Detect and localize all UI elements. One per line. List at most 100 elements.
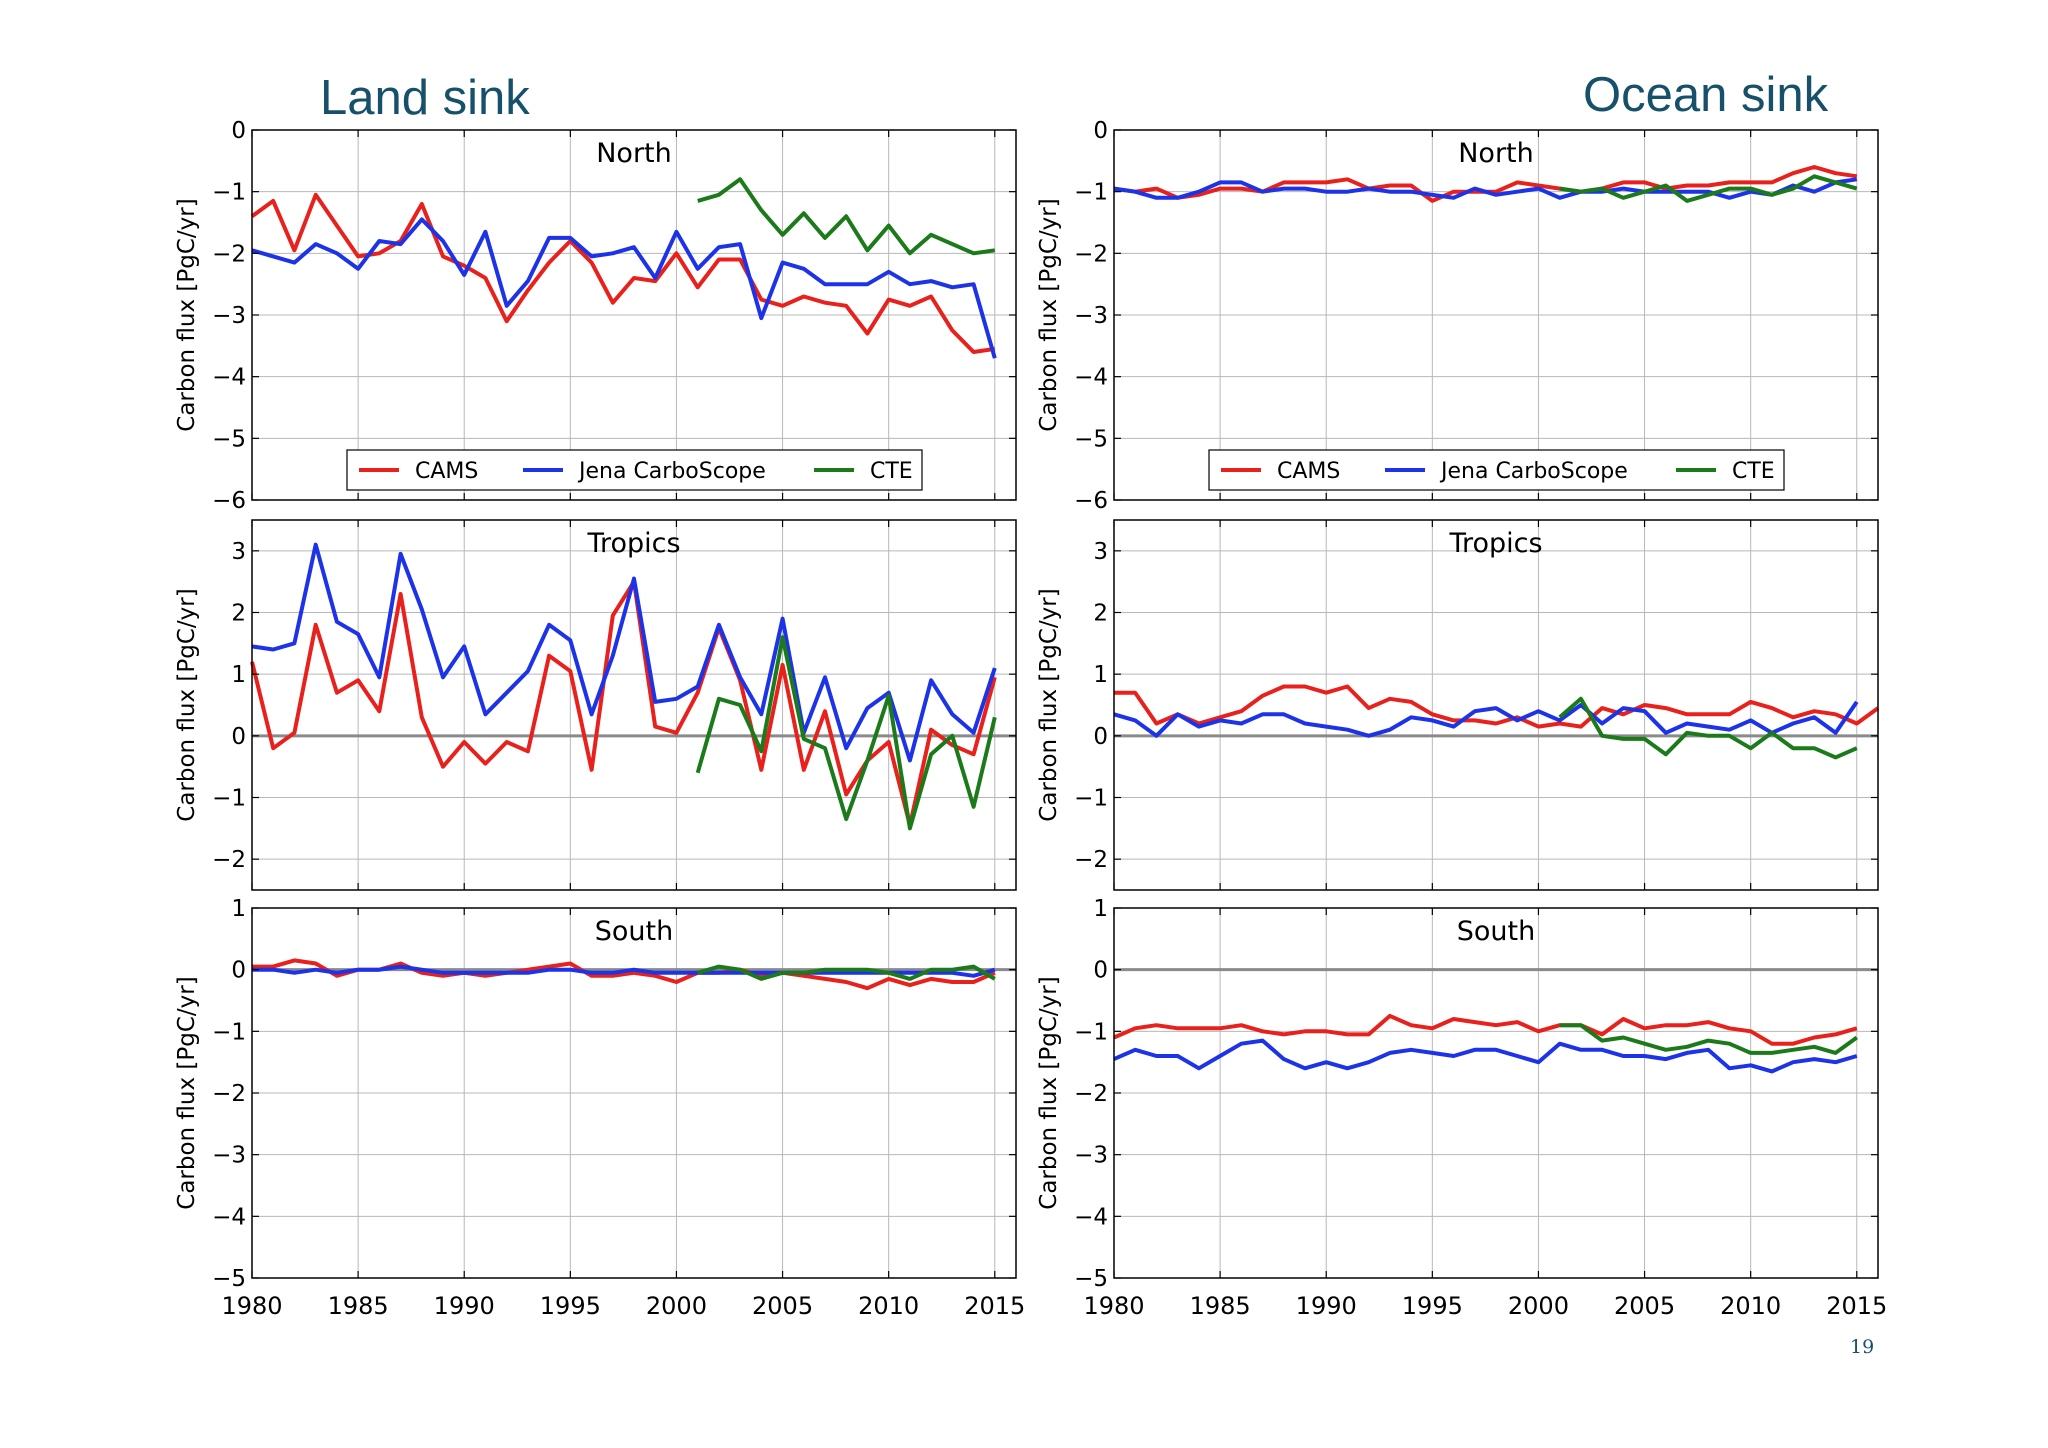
legend: CAMS Jena CarboScope CTE	[346, 449, 923, 491]
x-tick-label: 1990	[1296, 1292, 1357, 1320]
series-line-jena-carboscope	[251, 542, 997, 763]
y-tick-label: −1	[1074, 1019, 1108, 1045]
series-line-cte	[697, 177, 996, 256]
y-tick-label: 1	[1093, 896, 1108, 922]
y-tick-label: −3	[212, 1143, 246, 1169]
legend-label: Jena CarboScope	[577, 459, 766, 484]
x-tick-label: 2005	[1614, 1292, 1675, 1320]
y-tick-label: 0	[231, 958, 246, 984]
y-tick-label: −2	[212, 241, 246, 267]
y-tick-label: 1	[231, 896, 246, 922]
panel-title: North	[596, 138, 672, 169]
series-line-cte	[695, 635, 997, 831]
x-tick-label: 2000	[1508, 1292, 1569, 1320]
series-line-cams	[1114, 684, 1880, 729]
panel-title: Tropics	[1448, 528, 1542, 559]
y-tick-label: −4	[1074, 1204, 1108, 1230]
y-tick-label: −2	[212, 847, 246, 873]
series-line-cte	[697, 964, 996, 981]
series-line-cams	[1113, 1013, 1858, 1046]
y-tick-label: 1	[1093, 662, 1108, 688]
y-tick-label: −4	[212, 365, 246, 391]
y-tick-label: −4	[1074, 365, 1108, 391]
y-axis-label: Carbon flux [PgC/yr]	[174, 976, 200, 1209]
legend-label: CAMS	[1277, 459, 1340, 484]
series-line-cte	[1559, 174, 1858, 203]
plot-frame	[1113, 519, 1879, 891]
y-tick-label: 0	[1093, 118, 1108, 144]
land-sink-heading: Land sink	[320, 71, 530, 125]
y-tick-label: 3	[1093, 539, 1108, 565]
x-tick-label: 2015	[1826, 1292, 1887, 1320]
series-line-jena-carboscope	[1113, 700, 1859, 738]
plot-area	[252, 520, 1016, 890]
y-axis-label: Carbon flux [PgC/yr]	[1036, 198, 1062, 431]
y-axis-label: Carbon flux [PgC/yr]	[174, 588, 200, 821]
panel-title: South	[595, 916, 673, 947]
y-tick-label: 1	[231, 662, 246, 688]
series-line-jena-carboscope	[1113, 1038, 1858, 1074]
panel-title: Tropics	[586, 528, 680, 559]
y-tick-label: −5	[212, 1266, 246, 1292]
x-tick-label: 1985	[1190, 1292, 1251, 1320]
y-tick-label: −1	[1074, 180, 1108, 206]
legend: CAMS Jena CarboScope CTE	[1208, 449, 1785, 491]
x-tick-label: 2010	[1720, 1292, 1781, 1320]
y-tick-label: 0	[1093, 724, 1108, 750]
y-tick-label: −2	[1074, 241, 1108, 267]
page-number: 19	[1850, 1336, 1875, 1358]
legend-label: CTE	[870, 459, 913, 484]
y-tick-label: 0	[231, 724, 246, 750]
y-tick-label: −3	[212, 303, 246, 329]
y-tick-label: −1	[1074, 786, 1108, 812]
x-tick-label: 2005	[752, 1292, 813, 1320]
y-tick-label: −2	[212, 1081, 246, 1107]
x-tick-label: 1980	[221, 1292, 282, 1320]
y-tick-label: 3	[231, 539, 246, 565]
y-tick-label: −5	[1074, 426, 1108, 452]
y-tick-label: −3	[1074, 1143, 1108, 1169]
panel-ocean-sink-tropics: 3 2 1 0 −1 −2 Tropics Carbon flux [PgC/yr]	[1036, 519, 1880, 891]
series-line-cams	[250, 579, 997, 828]
panel-ocean-sink-north: 0 −1 −2 −3 −4 −5 −6 North Carbon flux [PgC/yr] CA…	[1036, 118, 1879, 514]
panel-title: North	[1458, 138, 1534, 169]
x-tick-label: 1995	[540, 1292, 601, 1320]
y-tick-label: −1	[212, 180, 246, 206]
y-tick-label: −5	[1074, 1266, 1108, 1292]
y-tick-label: −6	[212, 488, 246, 514]
legend-label: CTE	[1732, 459, 1775, 484]
series-line-jena-carboscope	[1113, 177, 1858, 200]
legend-label: CAMS	[415, 459, 478, 484]
y-tick-label: −6	[1074, 488, 1108, 514]
panel-title: South	[1457, 916, 1535, 947]
ocean-sink-heading: Ocean sink	[1583, 68, 1829, 122]
series-line-cte	[1558, 696, 1858, 760]
y-axis-label: Carbon flux [PgC/yr]	[174, 198, 200, 431]
x-tick-label: 2000	[646, 1292, 707, 1320]
x-tick-label: 1980	[1083, 1292, 1144, 1320]
legend-label: Jena CarboScope	[1439, 459, 1628, 484]
y-tick-label: −2	[1074, 1081, 1108, 1107]
y-tick-label: −5	[212, 426, 246, 452]
series-line-cams	[250, 192, 996, 354]
y-tick-label: −1	[212, 786, 246, 812]
plot-frame	[251, 519, 1017, 891]
x-tick-label: 1995	[1402, 1292, 1463, 1320]
y-tick-label: 2	[231, 601, 246, 627]
x-tick-label: 2015	[964, 1292, 1025, 1320]
series-line-cte	[1559, 1023, 1858, 1055]
y-tick-label: −4	[212, 1204, 246, 1230]
series-line-jena-carboscope	[251, 217, 997, 359]
y-tick-label: 0	[231, 118, 246, 144]
y-tick-label: −2	[1074, 847, 1108, 873]
y-tick-label: 2	[1093, 601, 1108, 627]
x-tick-label: 1990	[434, 1292, 495, 1320]
y-tick-label: −1	[212, 1019, 246, 1045]
y-axis-label: Carbon flux [PgC/yr]	[1036, 976, 1062, 1209]
x-tick-label: 2010	[858, 1292, 919, 1320]
panel-land-sink-tropics: 3 2 1 0 −1 −2 Tropics Carbon flux [PgC/yr]	[174, 519, 1017, 891]
series-line-jena-carboscope	[252, 964, 996, 978]
panel-land-sink-north: 0 −1 −2 −3 −4 −5 −6 North Carbon flux [PgC/yr] CA…	[174, 118, 1017, 514]
